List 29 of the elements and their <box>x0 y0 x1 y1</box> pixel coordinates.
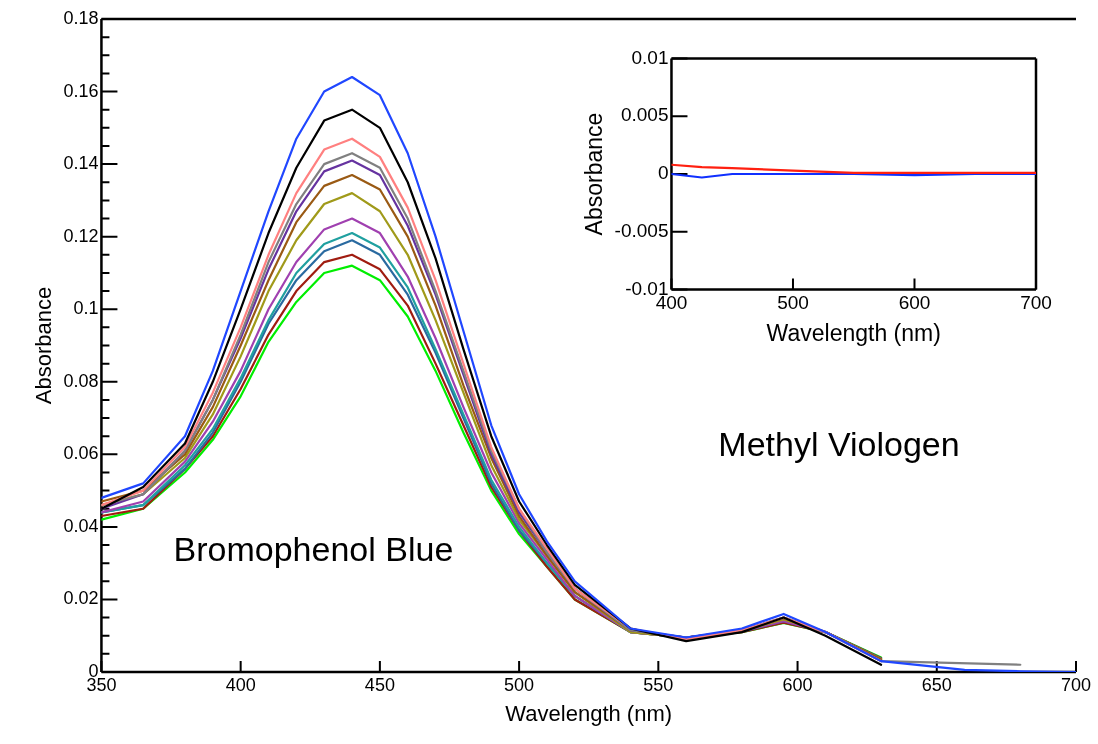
y-axis-title: Absorbance <box>581 112 608 236</box>
x-tick-label: 600 <box>898 292 931 314</box>
y-tick-label: 0.1 <box>73 298 99 319</box>
y-tick-label: 0.08 <box>63 370 99 391</box>
x-tick-label: 550 <box>643 674 674 695</box>
x-axis-title: Wavelength (nm) <box>766 319 941 346</box>
y-tick-label: 0.14 <box>63 153 99 174</box>
y-tick-label: 0.02 <box>63 588 99 609</box>
x-tick-label: 650 <box>921 674 952 695</box>
x-tick-label: 450 <box>364 674 395 695</box>
y-tick-label: 0.04 <box>63 515 99 536</box>
x-tick-label: 700 <box>1060 674 1092 695</box>
y-tick-label: 0.005 <box>620 104 669 126</box>
x-tick-label: 400 <box>225 674 256 695</box>
y-tick-label: 0.06 <box>63 443 99 464</box>
y-tick-label: -0.005 <box>614 220 669 242</box>
y-tick-label: 0.12 <box>63 225 99 246</box>
y-tick-label: 0.16 <box>63 80 99 101</box>
x-tick-label: 500 <box>504 674 535 695</box>
x-tick-label: 600 <box>782 674 813 695</box>
x-tick-label: 500 <box>777 292 809 314</box>
y-axis-title: Absorbance <box>31 286 57 405</box>
y-tick-label: 0.18 <box>63 7 99 28</box>
annotation: Bromophenol Blue <box>173 529 454 568</box>
x-tick-label: 700 <box>1020 292 1052 314</box>
annotation: Methyl Viologen <box>718 424 960 463</box>
y-tick-label: 0.01 <box>631 46 669 68</box>
y-tick-label: 0 <box>657 162 669 184</box>
x-axis-title: Wavelength (nm) <box>505 700 673 726</box>
